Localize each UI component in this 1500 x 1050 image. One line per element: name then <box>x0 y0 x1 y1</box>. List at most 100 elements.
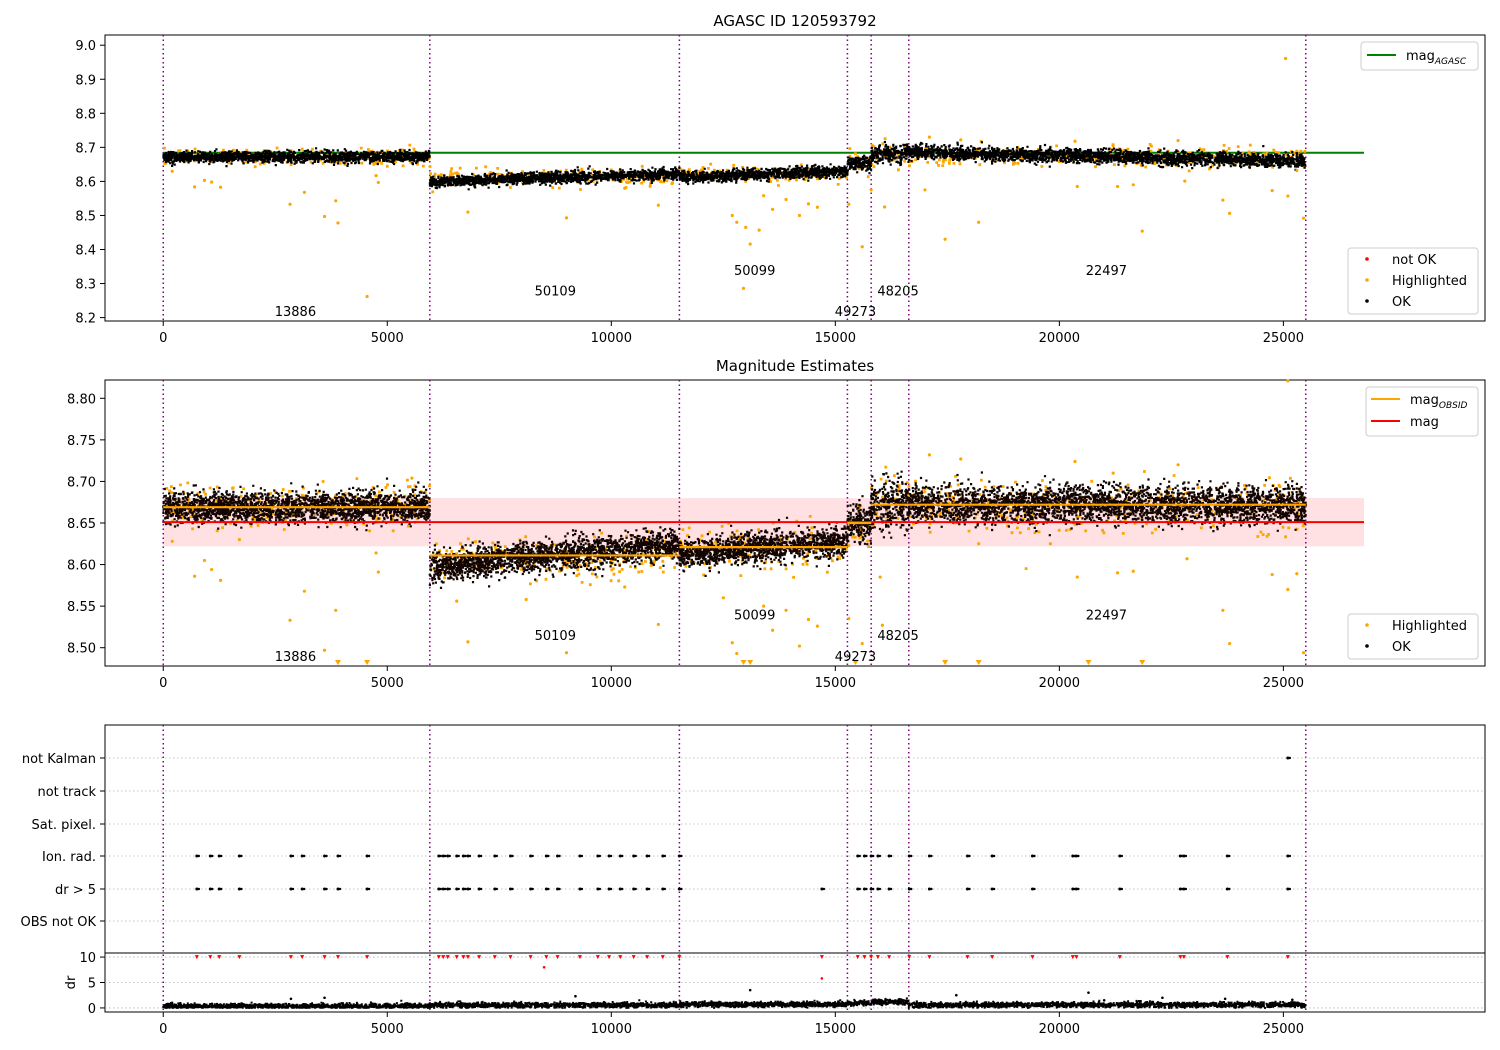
flag-point <box>208 854 212 858</box>
highlighted-point <box>1115 571 1120 575</box>
flag-point <box>580 854 584 858</box>
panel-agasc: AGASC ID 120593792 0 5000 10000 15000 20000 25… <box>75 12 1486 346</box>
flag-point <box>907 854 911 858</box>
obsid-label: 22497 <box>1086 608 1127 623</box>
highlighted-point <box>210 567 214 572</box>
flag-point <box>647 854 651 858</box>
flag-point <box>968 887 971 891</box>
obsid-label: 48205 <box>877 284 918 299</box>
highlighted-point <box>1176 463 1180 467</box>
highlighted-point <box>302 589 306 593</box>
highlighted-point <box>741 286 746 290</box>
flag-point <box>889 887 893 891</box>
y-tick-label: 8.3 <box>75 278 96 293</box>
x-tick-label: 0 <box>159 1022 167 1037</box>
flag-row-label: OBS not OK <box>21 915 97 930</box>
flag-point <box>990 854 994 858</box>
highlighted-point <box>977 542 981 546</box>
flag-point <box>455 887 459 891</box>
legend-bottom-agasc: not OK Highlighted OK <box>1347 247 1479 315</box>
clipped-marker <box>1139 660 1146 665</box>
highlighted-point <box>744 225 748 229</box>
highlighted-point <box>1111 471 1115 475</box>
flag-point <box>1286 887 1290 891</box>
x-tick-label: 20000 <box>1039 1022 1080 1037</box>
flag-point <box>598 854 602 858</box>
legend-top-agasc: magAGASC <box>1360 41 1479 71</box>
flag-point <box>1118 854 1122 858</box>
dr-clipped-marker <box>965 955 970 960</box>
flag-point <box>889 854 893 858</box>
highlighted-point <box>1228 641 1232 646</box>
clipped-marker <box>852 660 859 665</box>
highlighted-point <box>1131 569 1135 573</box>
dr-clipped-marker <box>907 955 912 960</box>
obsid-label: 49273 <box>835 650 876 665</box>
highlighted-point <box>784 197 788 202</box>
flag-point <box>865 854 868 858</box>
flag-row-label: Sat. pixel. <box>32 818 96 833</box>
x-tick-label: 10000 <box>591 331 632 346</box>
flag-point <box>632 887 636 891</box>
y-tick-label: 8.5 <box>75 209 96 224</box>
clipped-marker <box>334 660 341 665</box>
panel-flags: 0 5000 10000 15000 20000 25000 not Kalman not t… <box>21 724 1486 1037</box>
highlighted-point <box>748 242 752 246</box>
highlighted-point <box>860 641 864 646</box>
highlighted-point <box>218 185 223 189</box>
highlighted-point <box>1301 216 1306 220</box>
flag-point <box>544 854 548 858</box>
dr-clipped-marker <box>208 955 213 960</box>
flag-point <box>336 854 340 858</box>
highlighted-point <box>1270 572 1274 577</box>
legend-marker <box>1365 278 1369 282</box>
dr-outlier-point <box>954 993 958 997</box>
highlighted-point <box>959 138 963 142</box>
clipped-marker <box>747 660 754 665</box>
dr-clipped-marker <box>875 955 880 960</box>
highlighted-point <box>923 188 927 192</box>
legend-subscript: OBSID <box>1439 401 1468 411</box>
highlighted-point <box>730 641 734 645</box>
flag-point <box>237 854 241 858</box>
flag-point <box>887 854 891 858</box>
legend-marker <box>1365 257 1369 261</box>
x-tick-label: 25000 <box>1263 331 1304 346</box>
flag-point <box>291 887 295 891</box>
flag-point <box>197 887 201 891</box>
flag-point <box>634 854 637 858</box>
dr-clipped-marker <box>887 955 892 960</box>
clipped-marker <box>942 660 949 665</box>
flag-point <box>869 887 873 891</box>
flag-point <box>1288 854 1292 858</box>
flag-point <box>437 887 441 891</box>
x-tick-label: 0 <box>159 676 167 691</box>
highlighted-point <box>1221 608 1225 612</box>
highlighted-point <box>623 186 627 190</box>
flag-point <box>634 887 637 891</box>
flag-point <box>1228 854 1231 858</box>
flag-point <box>1077 887 1080 891</box>
highlighted-point <box>927 135 932 139</box>
dr-clipped-marker <box>1285 955 1290 960</box>
highlighted-point <box>880 623 884 627</box>
flag-point <box>441 887 445 891</box>
dr-clipped-marker <box>237 955 242 960</box>
dr-outlier-point <box>1161 996 1164 1000</box>
flag-point <box>580 887 584 891</box>
flag-point <box>302 887 306 891</box>
legend-label: Highlighted <box>1392 274 1467 289</box>
obsid-label: 50099 <box>734 264 775 279</box>
y-tick-label: 8.2 <box>75 312 96 327</box>
flag-point <box>930 854 933 858</box>
flag-point <box>1030 887 1034 891</box>
y-tick-label: 8.65 <box>67 517 96 532</box>
dr-clipped-marker <box>645 955 650 960</box>
x-tick-label: 15000 <box>815 331 856 346</box>
flag-point <box>647 887 651 891</box>
flag-point <box>596 854 600 858</box>
flag-point <box>618 887 622 891</box>
flag-point <box>300 854 304 858</box>
flag-point <box>448 854 451 858</box>
